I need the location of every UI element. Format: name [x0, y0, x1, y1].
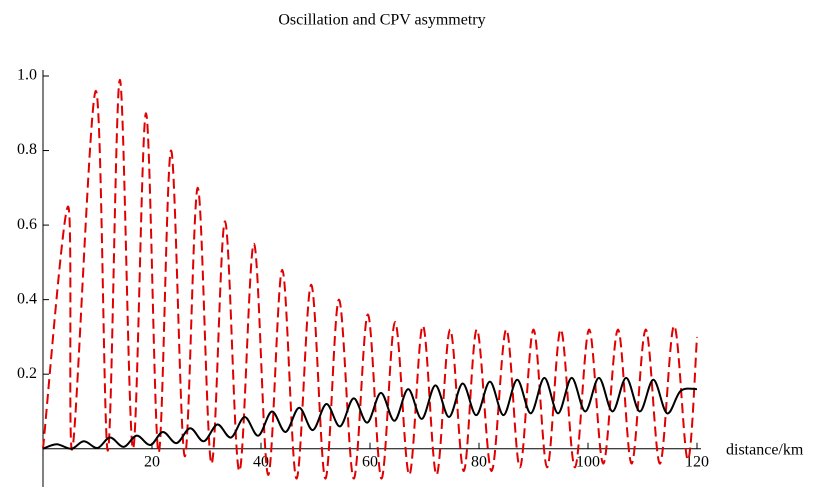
x-tick-label: 100 — [576, 453, 600, 470]
x-tick-label: 80 — [471, 453, 487, 470]
y-tick-label: 1.0 — [17, 67, 37, 84]
y-tick-label: 0.8 — [17, 141, 37, 158]
chart-title: Oscillation and CPV asymmetry — [278, 12, 485, 29]
x-axis-label: distance/km — [726, 442, 804, 459]
line-series — [42, 376, 698, 450]
y-tick-label: 0.6 — [17, 216, 37, 233]
x-tick-label: 20 — [144, 453, 160, 470]
y-tick-label: 0.2 — [17, 365, 37, 382]
line-series — [42, 78, 698, 480]
x-tick-label: 120 — [685, 453, 709, 470]
x-tick-label: 60 — [362, 453, 378, 470]
y-tick-label: 0.4 — [17, 290, 37, 307]
